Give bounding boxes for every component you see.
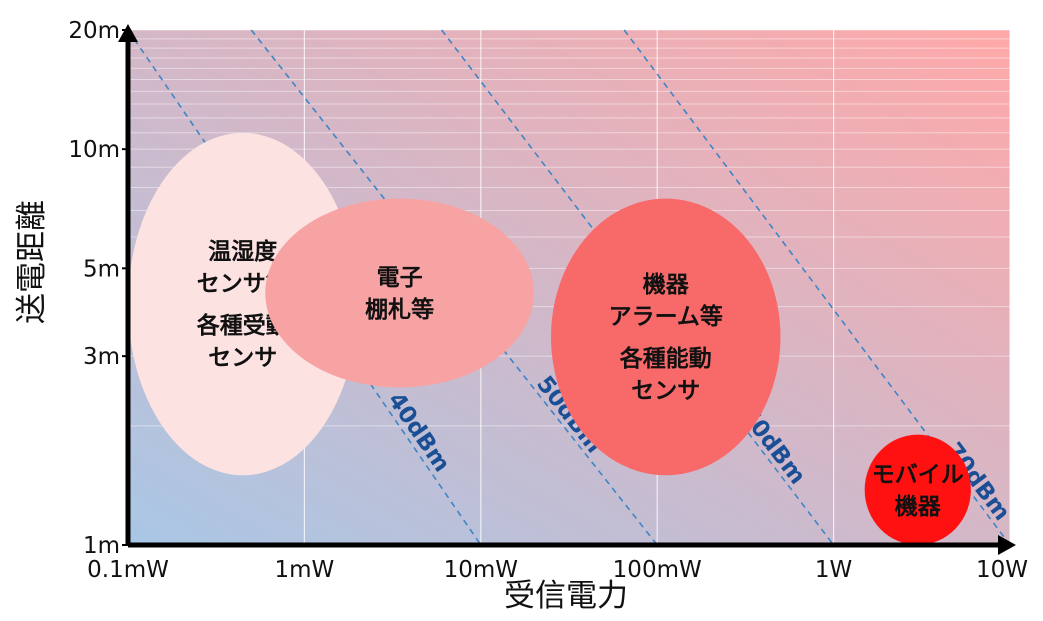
region-label: 電子 xyxy=(377,265,423,291)
y-tick-label: 10m xyxy=(68,137,120,163)
x-tick-label: 0.1mW xyxy=(87,557,169,583)
eirp-line xyxy=(623,29,1011,546)
region-ellipse xyxy=(127,132,358,476)
x-axis-label: 受信電力 xyxy=(504,578,628,614)
region-label: 各種能動 xyxy=(619,345,712,372)
y-tick-label: 3m xyxy=(83,344,120,370)
x-tick-label: 1mW xyxy=(275,557,335,583)
x-tick-label: 100mW xyxy=(613,557,702,583)
x-tick-label: 10mW xyxy=(444,557,518,583)
y-tick-label: 5m xyxy=(83,256,120,282)
region-label: センサ xyxy=(631,378,700,404)
region-label: 機器 xyxy=(895,494,942,520)
region-label: アラーム等 xyxy=(609,303,723,330)
y-tick-label: 20m xyxy=(68,18,120,44)
region-label: モバイル xyxy=(872,462,964,488)
region-label: 棚札等 xyxy=(365,296,434,323)
x-tick-label: 1W xyxy=(815,557,852,583)
region-label: 機器 xyxy=(643,272,690,298)
y-axis-label: 送電距離 xyxy=(14,200,50,324)
region-label: センサ xyxy=(208,345,277,371)
region-ellipse xyxy=(550,198,781,476)
region-ellipse xyxy=(265,198,534,388)
axes xyxy=(118,24,1016,555)
region-label: 温湿度 xyxy=(208,238,278,265)
x-axis-arrow xyxy=(998,535,1016,555)
x-tick-label: 10W xyxy=(976,557,1028,583)
region-ellipse xyxy=(864,434,971,545)
y-tick-label: 1m xyxy=(83,533,120,559)
tick-labels: 0.1mW 1mW 10mW 100mW 1W 10W 1m 3m 5m 10m 20m xyxy=(68,18,1028,583)
y-axis-arrow xyxy=(118,24,138,42)
